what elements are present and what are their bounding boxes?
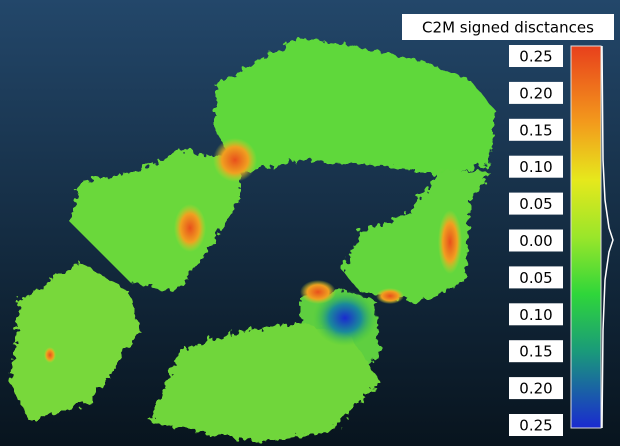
scale-label: 0.25 [519, 417, 552, 435]
positive-patch [438, 210, 462, 274]
page: C2M signed disctances 0.250.200.150.100.… [0, 0, 620, 446]
scale-label: 0.20 [519, 84, 552, 102]
positive-patch [44, 347, 56, 363]
scale-label: 0.20 [519, 380, 552, 398]
positive-patch [300, 280, 336, 304]
scale-label: 0.25 [519, 48, 552, 66]
scale-label: 0.10 [519, 306, 552, 324]
scale-title: C2M signed disctances [422, 19, 594, 37]
positive-patch [376, 288, 404, 304]
scale-label: 0.10 [519, 158, 552, 176]
scale-labels: 0.25 0.20 0.15 0.10 0.05 0.00 0.05 0.10 0.15 0.20… [509, 45, 563, 436]
scale-label: 0.00 [519, 232, 552, 250]
viewport: C2M signed disctances 0.250.200.150.100.… [0, 0, 620, 446]
positive-patch [213, 138, 257, 182]
scale-label: 0.15 [519, 343, 552, 361]
scale-label: 0.05 [519, 195, 552, 213]
positive-patch [174, 204, 206, 252]
scale-label: 0.15 [519, 121, 552, 139]
scale-label: 0.05 [519, 269, 552, 287]
color-bar [571, 46, 601, 428]
